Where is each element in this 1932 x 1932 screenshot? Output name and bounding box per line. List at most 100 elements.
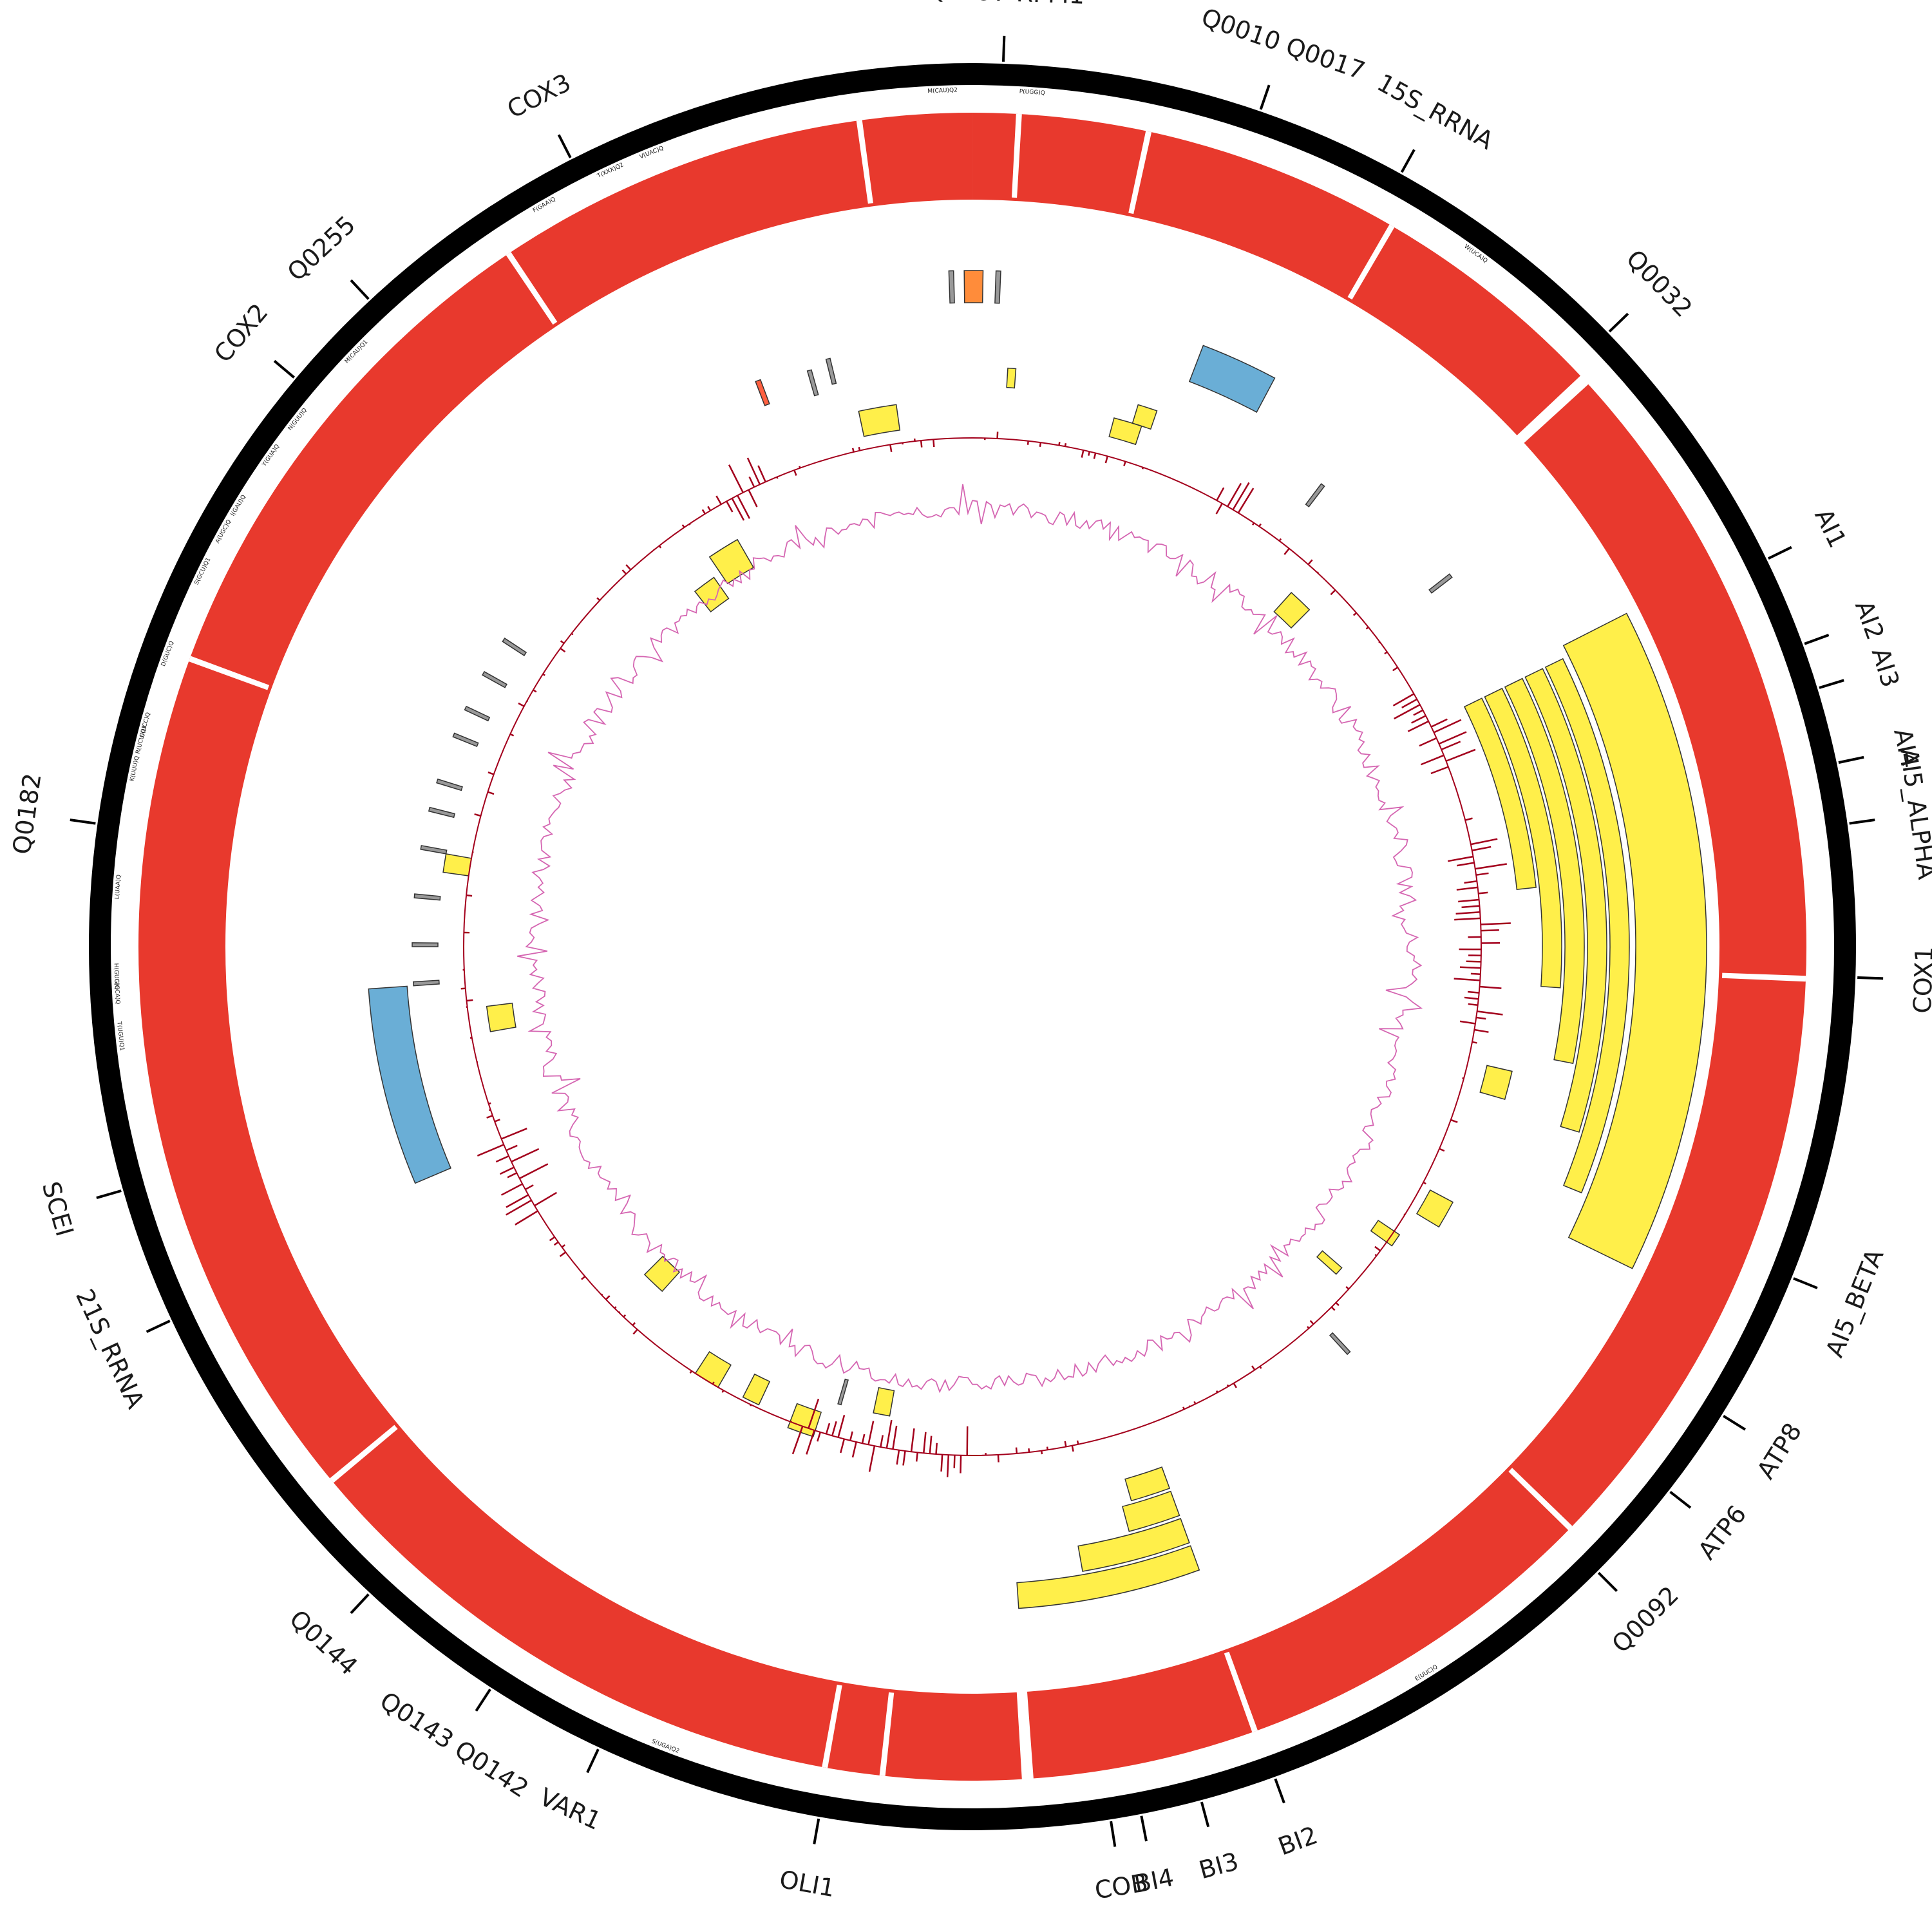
gc-skew-bar (1374, 1254, 1378, 1256)
gc-skew-bar (837, 1414, 846, 1438)
coverage-dip (189, 656, 270, 690)
gc-skew-bar (886, 1419, 893, 1448)
gc-skew-bar (889, 444, 893, 452)
gc-skew-bar (518, 702, 525, 707)
gc-skew-bar (689, 1370, 693, 1374)
gc-skew-bar (534, 1191, 558, 1207)
gene-tick (1400, 149, 1416, 173)
gc-skew-bar (817, 1432, 821, 1442)
gc-skew-bar (515, 1210, 538, 1226)
gc-skew-bar (1467, 990, 1479, 994)
gc-skew-bar (1064, 1441, 1067, 1447)
gc-skew-bar (499, 1166, 515, 1175)
gc-skew-bar (1081, 450, 1084, 458)
gc-skew-bar (1015, 1447, 1018, 1454)
gene-tick (813, 1818, 820, 1844)
gc-skew-bar (1464, 880, 1477, 884)
gc-skew-bar (915, 1452, 918, 1462)
gc-skew-bar (1475, 872, 1489, 876)
gc-skew-bar (849, 1431, 853, 1441)
gc-skew-bar (831, 1421, 837, 1436)
gene-label: COX2 (209, 298, 274, 368)
exon-box-14 (643, 1255, 681, 1293)
gc-skew-bar (560, 647, 566, 653)
gc-skew-bar (509, 733, 515, 737)
gene-tick (1849, 819, 1875, 825)
trna-mark-12 (428, 806, 455, 819)
gc-skew-bar (1481, 929, 1499, 932)
skew-tracks (460, 431, 1511, 1477)
gene-tick (273, 359, 295, 379)
gene-label: Q0144 (284, 1604, 363, 1681)
gene-tick (586, 1748, 600, 1774)
gc-skew-bar (806, 1430, 815, 1455)
gene-tick (1110, 1821, 1117, 1847)
gc-skew-bar (1401, 698, 1417, 708)
gene-label: AI1 (1809, 504, 1852, 552)
gc-skew-bar (851, 1441, 857, 1458)
gc-skew-bar (1458, 898, 1479, 903)
gene-label: AI5_BETA (1820, 1245, 1889, 1361)
rrna-15s-box (1188, 345, 1276, 413)
gene-label: ATP8 (1752, 1418, 1808, 1484)
gc-skew-bar (728, 464, 744, 493)
gc-skew-bar (486, 1115, 493, 1119)
gene-label: Q0143 Q0142 (375, 1686, 533, 1803)
gene-label: OLI1 (777, 1865, 837, 1902)
gc-skew-bar (1216, 487, 1225, 501)
cox1-exon-5 (1484, 687, 1562, 989)
gene-tick (96, 1189, 122, 1199)
gene-tick (1274, 1778, 1285, 1804)
gc-skew-bar (868, 1445, 876, 1472)
gene-ticks (70, 35, 1884, 1847)
gc-skew-bar (623, 1314, 627, 1318)
gc-skew-bar (658, 545, 662, 549)
trna-label: H(GUG)Q (113, 963, 120, 990)
gene-label: SCEI (37, 1179, 79, 1240)
gc-skew-bar (1470, 838, 1498, 846)
gc-skew-bar (701, 509, 706, 515)
trna-mark-8 (482, 670, 507, 688)
gc-skew-bar (1441, 741, 1461, 751)
gene-tick (1804, 634, 1830, 645)
gc-skew-bar (1479, 985, 1502, 989)
coverage-dip (1721, 972, 1806, 982)
trna-mark-4 (806, 369, 819, 397)
trna-mark-16 (412, 980, 440, 987)
gc-skew-bar (892, 1425, 898, 1450)
gc-skew-bar (1226, 1384, 1229, 1387)
gc-skew-bar (1104, 456, 1108, 464)
gene-label: Q0297 RPM1 (927, 0, 1085, 10)
gc-skew-bar (1307, 1326, 1310, 1329)
gc-skew-bar (632, 1329, 638, 1335)
gc-skew-bar (542, 673, 545, 676)
gc-skew-bar (1392, 693, 1415, 706)
gc-skew-bar (997, 1454, 999, 1463)
coverage-dip (1224, 1651, 1258, 1732)
trna-mark-highlight (755, 379, 770, 406)
gc-skew-bar (581, 1276, 586, 1280)
gc-skew-bar (1475, 863, 1507, 870)
gc-skew-bar (1188, 1405, 1191, 1407)
gc-skew-bar (946, 1455, 950, 1477)
gc-skew-bar (1384, 651, 1388, 655)
gc-skew-bar (1233, 1383, 1237, 1388)
gene-label: Q0032 (1621, 244, 1698, 323)
gc-skew-bar (712, 1381, 715, 1385)
cob-exon-2 (1077, 1518, 1190, 1572)
gene-tick (1608, 312, 1629, 333)
gc-skew-bar (466, 894, 473, 897)
trna-mark-9 (464, 705, 491, 722)
gc-skew-bar (477, 1144, 504, 1157)
cox1-exon-1 (1562, 612, 1707, 1269)
gc-skew-bar (1064, 443, 1067, 447)
gc-skew-bar (929, 1435, 933, 1454)
gc-skew-bar (737, 495, 751, 519)
gc-skew-bar (960, 1455, 962, 1473)
gc-skew-bar (1457, 862, 1475, 867)
gene-tick (1001, 35, 1006, 62)
ori-box (963, 270, 984, 303)
gc-skew-bar (1307, 559, 1313, 565)
cob-exon-4 (1124, 1466, 1171, 1502)
